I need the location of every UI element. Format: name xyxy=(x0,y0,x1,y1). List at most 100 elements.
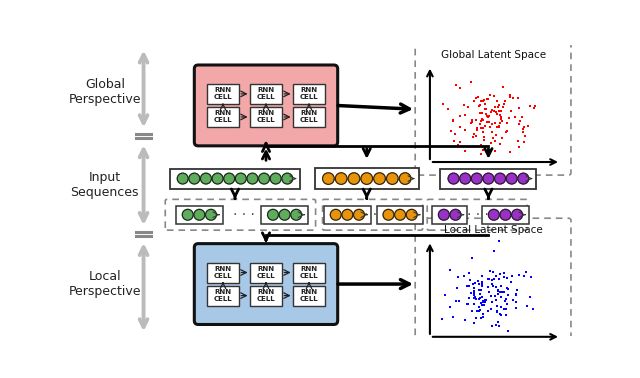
Circle shape xyxy=(212,173,223,184)
Point xyxy=(471,95,481,101)
Point xyxy=(437,316,447,322)
Point xyxy=(493,288,504,294)
Point xyxy=(460,102,470,108)
Point xyxy=(478,147,488,153)
Point xyxy=(486,110,497,116)
Point xyxy=(492,308,502,314)
Point xyxy=(505,94,515,100)
Point xyxy=(474,287,484,293)
Point xyxy=(495,116,506,122)
Point xyxy=(504,115,514,121)
Point xyxy=(495,141,505,147)
Point xyxy=(495,311,505,317)
Point xyxy=(487,281,497,287)
Point xyxy=(484,290,494,296)
Point xyxy=(467,255,477,261)
Point xyxy=(445,267,456,273)
Point xyxy=(474,308,484,314)
Circle shape xyxy=(282,173,292,184)
Point xyxy=(500,296,511,302)
Text: RNN
CELL: RNN CELL xyxy=(257,110,275,124)
Circle shape xyxy=(353,209,364,220)
Point xyxy=(502,285,512,291)
Point xyxy=(484,147,494,153)
Point xyxy=(514,272,524,278)
Point xyxy=(469,131,479,137)
Circle shape xyxy=(177,173,188,184)
Point xyxy=(525,294,535,300)
Point xyxy=(492,98,502,104)
Point xyxy=(460,127,470,133)
Point xyxy=(465,120,476,126)
Point xyxy=(490,273,500,279)
Point xyxy=(468,281,479,287)
Point xyxy=(478,117,488,123)
Point xyxy=(504,149,515,155)
Point xyxy=(483,114,493,120)
FancyBboxPatch shape xyxy=(207,262,239,282)
Point xyxy=(479,134,489,140)
Point xyxy=(475,121,485,127)
Point xyxy=(495,271,505,277)
Point xyxy=(478,98,488,104)
Circle shape xyxy=(247,173,258,184)
Point xyxy=(452,285,462,291)
FancyBboxPatch shape xyxy=(250,107,282,127)
Point xyxy=(470,133,481,139)
Point xyxy=(490,297,500,303)
Point xyxy=(483,284,493,290)
Point xyxy=(513,138,524,144)
Point xyxy=(474,296,484,302)
Point xyxy=(463,301,473,307)
Point xyxy=(522,269,532,275)
Point xyxy=(488,282,499,288)
Text: RNN
CELL: RNN CELL xyxy=(214,87,232,101)
Point xyxy=(499,289,509,295)
Circle shape xyxy=(383,209,394,220)
Point xyxy=(450,131,460,137)
Point xyxy=(502,328,513,334)
Point xyxy=(466,79,476,85)
FancyBboxPatch shape xyxy=(250,286,282,306)
Point xyxy=(487,299,497,305)
Text: RNN
CELL: RNN CELL xyxy=(300,266,318,279)
Point xyxy=(489,93,499,99)
Text: Input
Sequences: Input Sequences xyxy=(70,171,139,199)
Point xyxy=(463,104,473,110)
Point xyxy=(467,119,477,125)
Point xyxy=(493,291,504,297)
Point xyxy=(447,314,458,320)
Point xyxy=(455,113,465,119)
Point xyxy=(529,105,540,111)
FancyBboxPatch shape xyxy=(207,107,239,127)
Point xyxy=(478,299,488,305)
Point xyxy=(476,295,486,301)
Point xyxy=(497,135,508,141)
Point xyxy=(496,284,506,290)
Point xyxy=(481,112,491,118)
Point xyxy=(459,273,469,279)
Point xyxy=(510,114,520,120)
Circle shape xyxy=(406,209,417,220)
Point xyxy=(502,120,513,126)
Point xyxy=(492,104,502,110)
Point xyxy=(474,304,484,310)
Point xyxy=(477,294,488,300)
Point xyxy=(500,311,511,318)
Point xyxy=(486,293,496,299)
Point xyxy=(445,128,456,134)
Point xyxy=(492,98,502,104)
Point xyxy=(463,294,474,301)
Text: · · ·: · · · xyxy=(234,208,255,222)
Point xyxy=(480,297,490,303)
Point xyxy=(477,129,488,135)
Point xyxy=(438,101,448,107)
Point xyxy=(489,108,499,114)
Point xyxy=(484,92,495,98)
Point xyxy=(460,148,470,154)
Point xyxy=(453,142,463,148)
Circle shape xyxy=(342,209,353,220)
Point xyxy=(472,308,482,314)
Circle shape xyxy=(395,209,406,220)
Point xyxy=(525,274,536,280)
